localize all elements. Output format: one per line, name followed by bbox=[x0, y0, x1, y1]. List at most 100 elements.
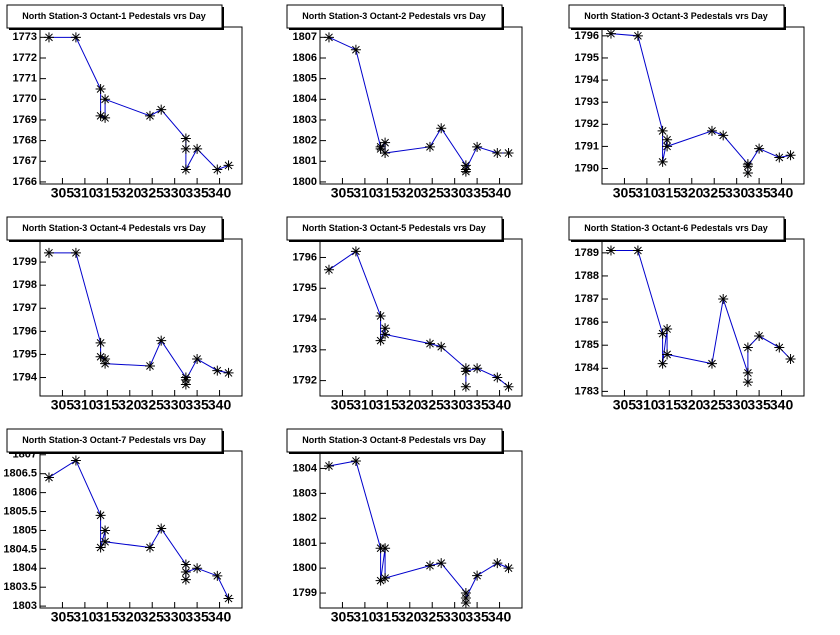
y-tick-label: 1770 bbox=[13, 93, 37, 105]
data-point bbox=[100, 536, 111, 547]
data-point bbox=[492, 558, 503, 569]
y-tick-label: 1803 bbox=[293, 114, 317, 126]
y-tick-label: 1772 bbox=[13, 52, 37, 64]
x-tick-label: 310 bbox=[635, 396, 659, 412]
data-point bbox=[100, 358, 111, 369]
x-tick-label: 305 bbox=[51, 184, 75, 200]
data-point bbox=[212, 164, 223, 175]
y-tick-label: 1805.5 bbox=[3, 505, 37, 517]
data-line bbox=[328, 460, 509, 604]
chart-panel: 1790 1791 1792 1793 1794 1795 1796 305 310 315 320… bbox=[568, 4, 805, 200]
y-tick-label: 1803 bbox=[293, 487, 317, 499]
data-point bbox=[742, 161, 753, 172]
data-point bbox=[632, 245, 643, 256]
data-point bbox=[180, 164, 191, 175]
data-point bbox=[460, 164, 471, 175]
y-tick-label: 1807 bbox=[293, 31, 317, 43]
x-tick-label: 340 bbox=[208, 396, 232, 412]
y-tick-label: 1803.5 bbox=[3, 581, 37, 593]
y-tick-label: 1805 bbox=[13, 524, 37, 536]
data-point bbox=[460, 593, 471, 604]
data-point bbox=[95, 337, 106, 348]
data-point bbox=[100, 112, 111, 123]
data-point bbox=[350, 455, 361, 466]
plot-frame bbox=[601, 238, 805, 397]
x-tick-label: 320 bbox=[398, 184, 422, 200]
x-tick-label: 315 bbox=[96, 608, 120, 624]
x-tick-label: 320 bbox=[398, 608, 422, 624]
title-box bbox=[286, 4, 503, 29]
data-point bbox=[375, 335, 386, 346]
data-point bbox=[192, 354, 203, 365]
y-tick-label: 1766 bbox=[13, 176, 37, 188]
x-tick-label: 320 bbox=[680, 396, 704, 412]
data-point bbox=[774, 152, 785, 163]
y-tick-label: 1806.5 bbox=[3, 468, 37, 480]
data-point bbox=[380, 573, 391, 584]
data-point bbox=[70, 247, 81, 258]
title-box bbox=[568, 4, 785, 29]
x-tick-label: 320 bbox=[118, 184, 142, 200]
data-point bbox=[323, 460, 334, 471]
y-tick-label: 1797 bbox=[13, 302, 37, 314]
data-point bbox=[180, 374, 191, 385]
y-tick-label: 1793 bbox=[293, 344, 317, 356]
y-tick-label: 1798 bbox=[13, 279, 37, 291]
chart-title: North Station-3 Octant-6 Pedestals vrs D… bbox=[584, 223, 768, 233]
plot-frame bbox=[601, 26, 805, 185]
data-point bbox=[180, 574, 191, 585]
y-tick-label: 1801 bbox=[293, 537, 317, 549]
y-tick-label: 1800 bbox=[293, 562, 317, 574]
x-tick-label: 325 bbox=[703, 396, 727, 412]
data-point bbox=[323, 32, 334, 43]
x-tick-label: 335 bbox=[747, 184, 771, 200]
x-tick-label: 315 bbox=[658, 396, 682, 412]
data-point bbox=[212, 365, 223, 376]
y-tick-label: 1793 bbox=[575, 96, 599, 108]
data-point bbox=[223, 160, 234, 171]
x-tick-label: 330 bbox=[163, 184, 187, 200]
plot-frame bbox=[319, 238, 523, 397]
data-point bbox=[380, 329, 391, 340]
y-tick-label: 1783 bbox=[575, 385, 599, 397]
data-point bbox=[605, 245, 616, 256]
y-tick-label: 1804 bbox=[293, 462, 318, 474]
title-box bbox=[286, 216, 503, 241]
data-point bbox=[785, 150, 796, 161]
data-point bbox=[95, 351, 106, 362]
data-point bbox=[180, 133, 191, 144]
x-tick-label: 315 bbox=[376, 608, 400, 624]
x-tick-label: 305 bbox=[613, 396, 637, 412]
y-tick-label: 1803 bbox=[13, 600, 37, 612]
data-point bbox=[742, 342, 753, 353]
y-tick-label: 1806 bbox=[13, 487, 37, 499]
y-tick-label: 1796 bbox=[13, 325, 37, 337]
chart-panel: 1766 1767 1768 1769 1770 1771 1772 1773 305 310 31… bbox=[6, 4, 243, 200]
data-point bbox=[657, 328, 668, 339]
y-tick-label: 1792 bbox=[575, 118, 599, 130]
x-tick-label: 320 bbox=[680, 184, 704, 200]
data-point bbox=[223, 367, 234, 378]
data-point bbox=[180, 567, 191, 578]
x-tick-label: 325 bbox=[141, 608, 165, 624]
plot-frame bbox=[39, 450, 243, 609]
data-point bbox=[380, 323, 391, 334]
x-tick-label: 315 bbox=[96, 396, 120, 412]
data-point bbox=[754, 143, 765, 154]
x-tick-label: 305 bbox=[331, 608, 355, 624]
chart-title: North Station-3 Octant-2 Pedestals vrs D… bbox=[302, 11, 486, 21]
data-point bbox=[657, 125, 668, 136]
data-point bbox=[144, 542, 155, 553]
x-tick-label: 305 bbox=[613, 184, 637, 200]
chart-panel: 1783 1784 1785 1786 1787 1788 1789 305 310 315 320… bbox=[568, 216, 805, 412]
data-point bbox=[192, 143, 203, 154]
y-tick-label: 1801 bbox=[293, 155, 317, 167]
x-tick-label: 315 bbox=[376, 396, 400, 412]
data-point bbox=[718, 130, 729, 141]
data-point bbox=[156, 104, 167, 115]
data-point bbox=[472, 141, 483, 152]
x-tick-label: 320 bbox=[398, 396, 422, 412]
y-tick-label: 1784 bbox=[575, 362, 600, 374]
data-point bbox=[156, 523, 167, 534]
data-point bbox=[436, 341, 447, 352]
